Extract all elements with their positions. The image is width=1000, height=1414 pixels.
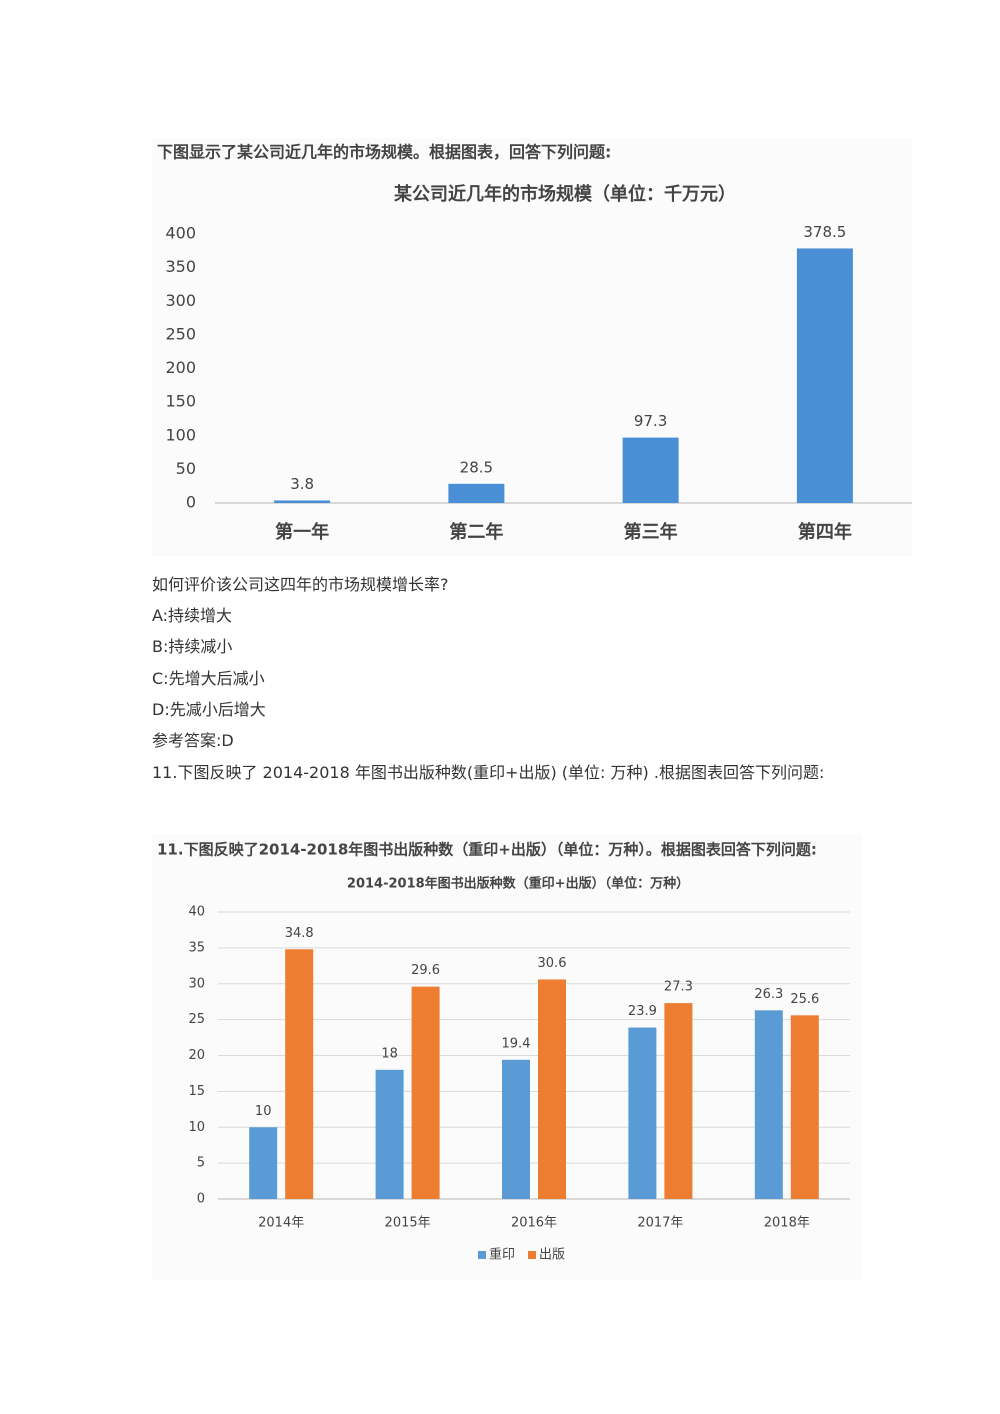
y-tick-label: 15 (188, 1084, 205, 1099)
legend-label: 重印 (489, 1247, 515, 1263)
bar (538, 979, 566, 1199)
value-label: 26.3 (754, 987, 783, 1002)
x-tick-label: 第一年 (275, 521, 329, 543)
y-tick-label: 250 (165, 324, 196, 343)
question: 如何评价该公司这四年的市场规模增长率? (152, 575, 449, 594)
bar (375, 1069, 404, 1199)
value-label: 3.8 (290, 475, 314, 493)
value-label: 18 (381, 1046, 398, 1061)
y-tick-label: 150 (165, 392, 196, 411)
bar (274, 500, 331, 503)
bar (448, 483, 505, 503)
y-tick-label: 40 (188, 905, 205, 920)
y-tick-label: 30 (188, 976, 205, 991)
value-label: 10 (255, 1104, 272, 1119)
x-tick-label: 2014年 (258, 1216, 304, 1231)
y-tick-label: 10 (188, 1120, 205, 1135)
option: B:持续减小 (152, 637, 233, 656)
x-tick-label: 2018年 (764, 1216, 810, 1231)
bar (664, 1003, 693, 1199)
bar (790, 1015, 819, 1199)
value-label: 25.6 (790, 992, 819, 1007)
chart-title: 2014-2018年图书出版种数（重印+出版）（单位：万种） (347, 876, 689, 892)
value-label: 34.8 (285, 926, 314, 941)
value-label: 23.9 (628, 1004, 657, 1019)
y-tick-label: 35 (188, 940, 205, 955)
value-label: 28.5 (460, 458, 493, 476)
x-tick-label: 2016年 (511, 1216, 557, 1231)
y-tick-label: 350 (165, 257, 196, 276)
bar (754, 1010, 783, 1199)
bar (628, 1027, 657, 1199)
x-tick-label: 2017年 (637, 1216, 683, 1231)
y-tick-label: 5 (197, 1156, 205, 1171)
y-tick-label: 300 (165, 291, 196, 310)
legend-label: 出版 (539, 1248, 565, 1263)
legend-swatch (478, 1251, 486, 1259)
value-label: 27.3 (664, 980, 693, 995)
y-tick-label: 200 (165, 358, 196, 377)
bar (502, 1059, 530, 1199)
chart: 下图显示了某公司近几年的市场规模。根据图表，回答下列问题: 某公司近几年的市场规模… (152, 138, 912, 556)
chart: 11.下图反映了2014-2018年图书出版种数（重印+出版）（单位：万种）。根… (152, 835, 862, 1280)
x-tick-label: 第二年 (449, 521, 503, 543)
value-label: 19.4 (502, 1036, 531, 1051)
option: D:先减小后增大 (152, 700, 266, 719)
y-tick-label: 100 (165, 425, 196, 444)
bar (411, 986, 440, 1199)
option: A:持续增大 (152, 606, 233, 625)
bar (622, 437, 679, 503)
y-tick-label: 0 (186, 493, 196, 512)
x-tick-label: 第四年 (798, 521, 852, 543)
value-label: 29.6 (411, 963, 440, 978)
option: C:先增大后减小 (152, 669, 265, 688)
y-tick-label: 20 (188, 1048, 205, 1063)
legend-swatch (528, 1251, 536, 1259)
bar (796, 248, 853, 503)
caption: 11.下图反映了2014-2018年图书出版种数（重印+出版）（单位：万种）。根… (157, 841, 817, 859)
caption: 下图显示了某公司近几年的市场规模。根据图表，回答下列问题: (157, 143, 611, 162)
value-label: 97.3 (634, 412, 667, 430)
chart-title: 某公司近几年的市场规模（单位：千万元） (394, 183, 736, 205)
y-tick-label: 25 (188, 1012, 205, 1027)
bar (249, 1127, 278, 1199)
answer: 参考答案:D (152, 731, 234, 750)
y-tick-label: 50 (176, 459, 196, 478)
x-tick-label: 2015年 (385, 1216, 431, 1231)
value-label: 378.5 (803, 223, 846, 241)
x-tick-label: 第三年 (624, 521, 678, 543)
chart-bg (152, 835, 862, 1280)
question: 11.下图反映了 2014-2018 年图书出版种数(重印+出版) (单位: 万… (152, 763, 825, 782)
y-tick-label: 400 (165, 224, 196, 243)
value-label: 30.6 (538, 956, 567, 971)
y-tick-label: 0 (197, 1192, 205, 1207)
bar (285, 949, 314, 1199)
chart-bg (152, 138, 912, 556)
